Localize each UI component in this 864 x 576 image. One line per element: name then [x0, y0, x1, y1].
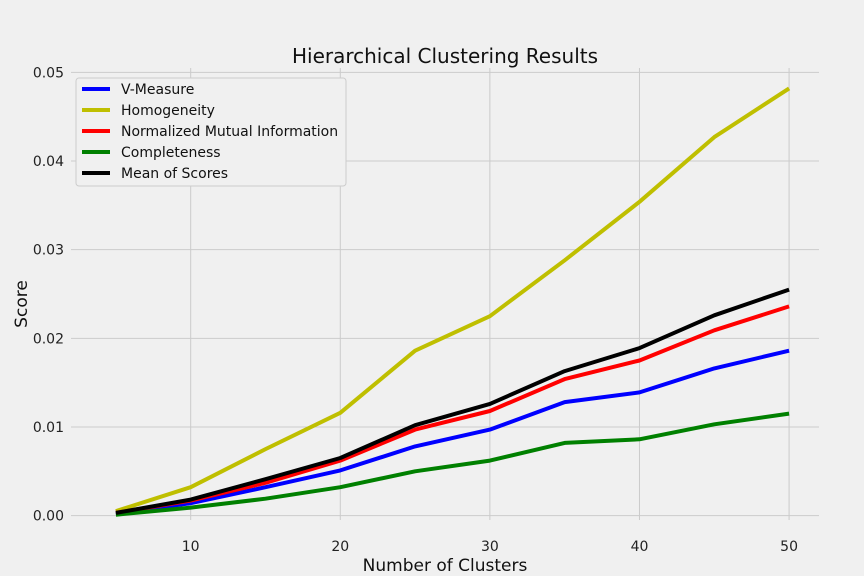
legend-label: Homogeneity — [121, 103, 215, 119]
y-tick-label: 0.01 — [33, 420, 64, 436]
series-line-4 — [115, 287, 790, 515]
chart-title: Hierarchical Clustering Results — [292, 44, 598, 68]
series-line-3 — [115, 411, 790, 517]
series-line-0 — [115, 348, 790, 516]
legend-label: Normalized Mutual Information — [121, 124, 338, 140]
legend: V-Measure Homogeneity Normalized Mutual In… — [75, 77, 347, 187]
y-tick-label: 0.00 — [33, 509, 64, 525]
x-tick-label: 10 — [182, 539, 200, 555]
x-tick-label: 40 — [631, 539, 649, 555]
x-tick-label: 30 — [481, 539, 499, 555]
series-lines — [115, 86, 791, 517]
y-tick-label: 0.05 — [33, 65, 64, 81]
legend-box — [75, 77, 347, 187]
tick-labels: 10 20 30 40 50 0.00 0.01 0.02 0.03 0.04 0.05 — [33, 65, 798, 555]
series-line-1 — [115, 86, 791, 514]
x-axis-title: Number of Clusters — [363, 556, 528, 576]
y-tick-label: 0.02 — [33, 331, 64, 347]
series-line-2 — [115, 304, 790, 515]
legend-label: Completeness — [121, 145, 221, 161]
x-tick-label: 50 — [780, 539, 798, 555]
y-axis-title: Score — [12, 280, 32, 328]
x-tick-label: 20 — [331, 539, 349, 555]
legend-label: Mean of Scores — [121, 166, 228, 182]
y-tick-label: 0.03 — [33, 243, 64, 259]
legend-label: V-Measure — [121, 82, 194, 98]
y-tick-label: 0.04 — [33, 154, 64, 170]
